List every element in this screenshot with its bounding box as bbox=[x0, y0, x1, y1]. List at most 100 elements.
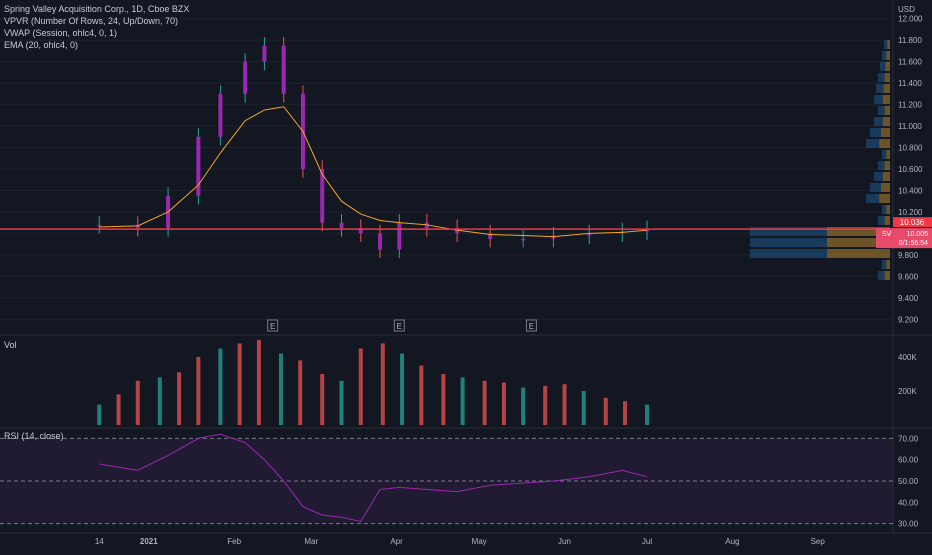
volume-profile-up-bar bbox=[878, 73, 885, 82]
price-tick-label: 10.200 bbox=[898, 208, 923, 217]
earnings-marker-label: E bbox=[397, 322, 402, 331]
volume-profile-up-bar bbox=[750, 227, 827, 236]
volume-bar bbox=[380, 343, 385, 425]
volume-profile-down-bar bbox=[879, 194, 890, 203]
earnings-marker bbox=[525, 319, 537, 332]
volume-profile-down-bar bbox=[884, 161, 890, 170]
volume-bar bbox=[358, 348, 363, 425]
x-tick-label: Apr bbox=[390, 537, 403, 546]
price-tick-label: 9.200 bbox=[898, 315, 919, 324]
volume-bar bbox=[521, 387, 526, 425]
chart-title: Spring Valley Acquisition Corp., 1D, Cbo… bbox=[4, 4, 190, 14]
volume-profile-down-bar bbox=[884, 73, 890, 82]
x-tick-label: 14 bbox=[95, 537, 104, 546]
volume-bar bbox=[543, 385, 548, 425]
volume-profile-down-bar bbox=[881, 128, 890, 137]
volume-profile-up-bar bbox=[874, 95, 883, 104]
volume-profile-up-bar bbox=[878, 216, 885, 225]
volume-bar bbox=[400, 353, 405, 425]
x-tick-label: 2021 bbox=[140, 537, 158, 546]
rsi-tick-label: 70.00 bbox=[898, 434, 919, 443]
volume-profile-up-bar bbox=[874, 172, 883, 181]
volume-profile-down-bar bbox=[882, 172, 890, 181]
candle-body bbox=[488, 233, 493, 239]
rsi-label[interactable]: RSI (14, close) bbox=[4, 431, 64, 441]
vpvr-legend[interactable]: VPVR (Number Of Rows, 24, Up/Down, 70) bbox=[4, 16, 179, 26]
volume-profile-up-bar bbox=[880, 62, 886, 71]
price-tick-label: 11.200 bbox=[898, 101, 922, 110]
volume-profile-down-bar bbox=[887, 40, 890, 49]
price-label-box bbox=[893, 217, 932, 228]
x-tick-label: May bbox=[472, 537, 487, 546]
volume-profile-down-bar bbox=[882, 117, 890, 126]
volume-bar bbox=[645, 404, 650, 425]
volume-profile-down-bar bbox=[827, 238, 890, 247]
volume-profile-up-bar bbox=[882, 150, 887, 159]
rsi-tick-label: 60.00 bbox=[898, 456, 919, 465]
candle-body bbox=[397, 222, 402, 250]
candle-body bbox=[358, 228, 363, 234]
volume-bar bbox=[135, 380, 140, 425]
volume-bar bbox=[339, 380, 344, 425]
volume-bar bbox=[298, 360, 303, 425]
volume-profile-up-bar bbox=[870, 183, 881, 192]
volume-profile-down-bar bbox=[886, 260, 890, 269]
volume-profile-down-bar bbox=[885, 62, 890, 71]
volume-profile-down-bar bbox=[883, 84, 890, 93]
current-price-label: 10.036 bbox=[900, 218, 925, 227]
volume-profile-up-bar bbox=[878, 161, 885, 170]
price-tick-label: 12.000 bbox=[898, 15, 923, 24]
ema-legend[interactable]: EMA (20, ohlc4, 0) bbox=[4, 40, 79, 50]
x-tick-label: Mar bbox=[304, 537, 318, 546]
symbol-tag: SV bbox=[882, 231, 892, 238]
price-tick-label: 9.600 bbox=[898, 272, 919, 281]
price-tick-label: 10.800 bbox=[898, 144, 923, 153]
candle-body bbox=[218, 93, 223, 137]
rsi-line bbox=[99, 433, 648, 523]
price-tick-label: 9.800 bbox=[898, 251, 919, 260]
volume-profile-down-bar bbox=[886, 205, 890, 214]
ema-line bbox=[99, 106, 648, 238]
volume-profile-down-bar bbox=[884, 106, 890, 115]
candle-body bbox=[378, 233, 383, 250]
volume-bar bbox=[320, 374, 325, 425]
price-tick-label: 11.400 bbox=[898, 79, 922, 88]
candle-body bbox=[521, 238, 526, 241]
price-tick-label: 11.600 bbox=[898, 58, 922, 67]
earnings-marker bbox=[267, 319, 279, 332]
candle-body bbox=[196, 136, 201, 196]
volume-bar bbox=[157, 377, 162, 425]
x-tick-label: Feb bbox=[227, 537, 241, 546]
volume-bar bbox=[116, 394, 121, 425]
vwap-legend[interactable]: VWAP (Session, ohlc4, 0, 1) bbox=[4, 28, 118, 38]
volume-bar bbox=[482, 380, 487, 425]
volume-bar bbox=[581, 391, 586, 425]
candle-body bbox=[455, 228, 460, 234]
volume-profile-down-bar bbox=[881, 183, 890, 192]
volume-label[interactable]: Vol bbox=[4, 340, 17, 350]
candle-body bbox=[320, 169, 325, 223]
volume-bar bbox=[623, 401, 628, 425]
price-tick-label: 10.600 bbox=[898, 165, 923, 174]
volume-profile-down-bar bbox=[827, 227, 890, 236]
candle-body bbox=[551, 235, 556, 239]
symbol-label-box bbox=[876, 228, 932, 249]
rsi-tick-label: 40.00 bbox=[898, 498, 919, 507]
volume-bar bbox=[196, 357, 201, 425]
earnings-marker-label: E bbox=[270, 322, 275, 331]
price-tick-label: 9.400 bbox=[898, 294, 919, 303]
volume-profile-up-bar bbox=[750, 238, 827, 247]
volume-profile-up-bar bbox=[884, 40, 888, 49]
volume-profile-up-bar bbox=[866, 194, 880, 203]
x-tick-label: Jul bbox=[642, 537, 652, 546]
volume-bar bbox=[419, 365, 424, 425]
candle-body bbox=[281, 45, 286, 94]
volume-bar bbox=[441, 374, 446, 425]
volume-bar bbox=[237, 343, 242, 425]
x-tick-label: Sep bbox=[811, 537, 826, 546]
volume-profile-up-bar bbox=[750, 249, 827, 258]
volume-bar bbox=[603, 397, 608, 425]
symbol-price: 10.005 bbox=[907, 231, 929, 238]
